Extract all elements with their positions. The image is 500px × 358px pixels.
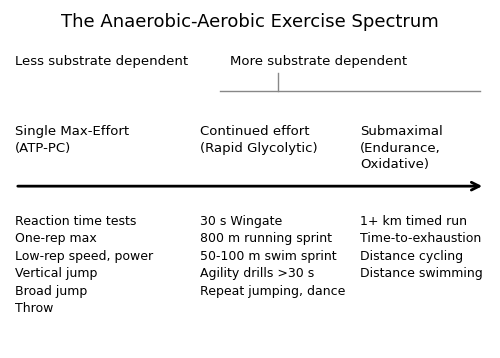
Text: Single Max-Effort
(ATP-PC): Single Max-Effort (ATP-PC)	[15, 125, 129, 155]
Text: Continued effort
(Rapid Glycolytic): Continued effort (Rapid Glycolytic)	[200, 125, 318, 155]
Text: More substrate dependent: More substrate dependent	[230, 55, 407, 68]
Text: 1+ km timed run
Time-to-exhaustion
Distance cycling
Distance swimming: 1+ km timed run Time-to-exhaustion Dista…	[360, 215, 483, 280]
Text: Reaction time tests
One-rep max
Low-rep speed, power
Vertical jump
Broad jump
Th: Reaction time tests One-rep max Low-rep …	[15, 215, 153, 315]
Text: Submaximal
(Endurance,
Oxidative): Submaximal (Endurance, Oxidative)	[360, 125, 443, 171]
Text: The Anaerobic-Aerobic Exercise Spectrum: The Anaerobic-Aerobic Exercise Spectrum	[61, 13, 439, 30]
Text: 30 s Wingate
800 m running sprint
50-100 m swim sprint
Agility drills >30 s
Repe: 30 s Wingate 800 m running sprint 50-100…	[200, 215, 346, 298]
Text: Less substrate dependent: Less substrate dependent	[15, 55, 188, 68]
